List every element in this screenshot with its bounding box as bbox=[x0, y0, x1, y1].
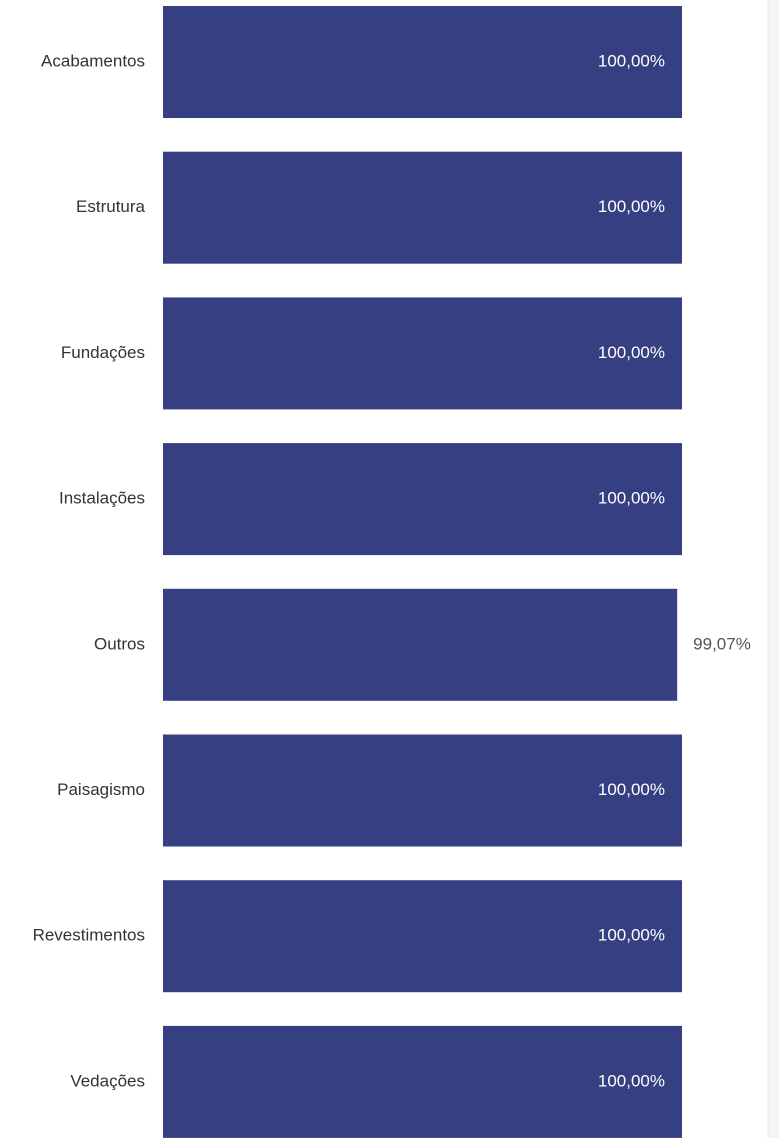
bar bbox=[163, 1025, 682, 1138]
bar bbox=[163, 880, 682, 993]
bar bbox=[163, 443, 682, 556]
side-panel-edge bbox=[768, 0, 779, 1138]
category-label: Paisagismo bbox=[57, 780, 145, 799]
category-label: Acabamentos bbox=[41, 51, 145, 70]
value-label: 100,00% bbox=[598, 926, 665, 945]
bar bbox=[163, 151, 682, 264]
category-label: Estrutura bbox=[76, 197, 146, 216]
bar bbox=[163, 6, 682, 118]
category-label: Vedações bbox=[70, 1071, 145, 1090]
value-label: 99,07% bbox=[693, 634, 751, 653]
value-label: 100,00% bbox=[598, 489, 665, 508]
value-label: 100,00% bbox=[598, 780, 665, 799]
category-label: Fundações bbox=[61, 343, 145, 362]
value-label: 100,00% bbox=[598, 51, 665, 70]
bar bbox=[163, 588, 678, 701]
category-label: Revestimentos bbox=[33, 926, 145, 945]
bar bbox=[163, 297, 682, 410]
value-label: 100,00% bbox=[598, 197, 665, 216]
bar bbox=[163, 734, 682, 847]
value-label: 100,00% bbox=[598, 343, 665, 362]
value-label: 100,00% bbox=[598, 1071, 665, 1090]
category-label: Instalações bbox=[59, 489, 145, 508]
category-label: Outros bbox=[94, 634, 145, 653]
